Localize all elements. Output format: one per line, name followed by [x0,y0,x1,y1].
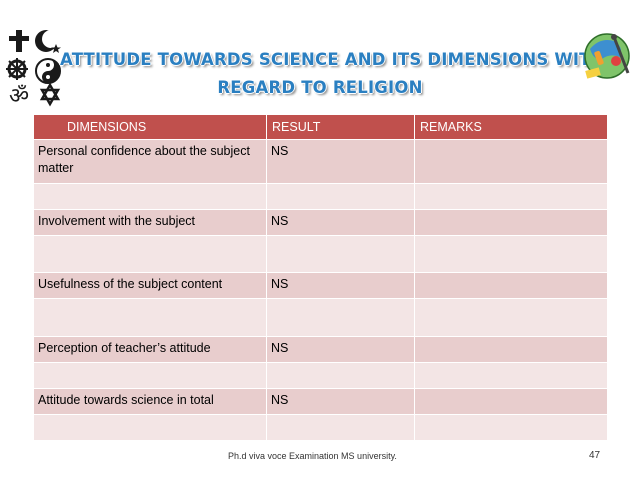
result-cell [266,235,415,273]
dimension-text: Personal confidence about the subject ma… [38,144,250,175]
table-row: Personal confidence about the subject ma… [33,139,608,184]
dimension-cell [33,362,267,389]
result-cell [266,298,415,337]
result-text: NS [271,214,289,228]
slide-footer: Ph.d viva voce Examination MS university… [228,451,397,461]
dimension-cell: Usefulness of the subject content [33,272,267,299]
result-text: NS [271,393,289,407]
dimension-cell [33,183,267,210]
remarks-cell [414,235,608,273]
result-cell: NS [266,336,415,363]
remarks-cell [414,388,608,415]
remarks-cell [414,298,608,337]
result-text: NS [271,341,289,355]
table-row: Perception of teacher’s attitude NS [33,336,608,363]
remarks-cell [414,414,608,441]
religion-symbols-icon: ॐ [6,30,61,107]
slide-title: ATTITUDE TOWARDS SCIENCE AND ITS DIMENSI… [60,46,605,102]
remarks-cell [414,183,608,210]
header-remarks: REMARKS [414,114,608,140]
results-table: DIMENSIONS RESULT REMARKS Personal confi… [33,114,608,441]
slide-title-line1: ATTITUDE TOWARDS SCIENCE AND ITS DIMENSI… [60,50,605,69]
table-row: Usefulness of the subject content NS [33,272,608,299]
dimension-cell [33,414,267,441]
result-cell: NS [266,388,415,415]
remarks-cell [414,362,608,389]
table-row [33,235,608,273]
result-cell: NS [266,139,415,184]
dimension-cell: Personal confidence about the subject ma… [33,139,267,184]
result-cell [266,362,415,389]
remarks-cell [414,336,608,363]
result-cell: NS [266,272,415,299]
remarks-cell [414,139,608,184]
table-row [33,362,608,389]
table-row [33,183,608,210]
result-cell [266,183,415,210]
dimension-text: Involvement with the subject [38,214,196,228]
table-row: Attitude towards science in total NS [33,388,608,415]
table-row [33,298,608,337]
dimension-cell: Involvement with the subject [33,209,267,236]
dimension-text: Usefulness of the subject content [38,277,223,291]
header-result: RESULT [266,114,415,140]
table-header-row: DIMENSIONS RESULT REMARKS [33,114,608,140]
dimension-cell: Attitude towards science in total [33,388,267,415]
header-dimensions: DIMENSIONS [33,114,267,140]
dimension-cell [33,235,267,273]
dimension-text: Attitude towards science in total [38,393,214,407]
result-cell: NS [266,209,415,236]
result-cell [266,414,415,441]
page-number: 47 [589,450,601,461]
result-text: NS [271,277,289,291]
dimension-cell [33,298,267,337]
table-row: Involvement with the subject NS [33,209,608,236]
remarks-cell [414,209,608,236]
slide-title-line2: REGARD TO RELIGION [217,78,423,97]
svg-text:ॐ: ॐ [9,84,29,107]
science-globe-icon [584,33,630,79]
dimension-cell: Perception of teacher’s attitude [33,336,267,363]
remarks-cell [414,272,608,299]
table-row [33,414,608,441]
dimension-text: Perception of teacher’s attitude [38,341,211,355]
result-text: NS [271,144,289,158]
